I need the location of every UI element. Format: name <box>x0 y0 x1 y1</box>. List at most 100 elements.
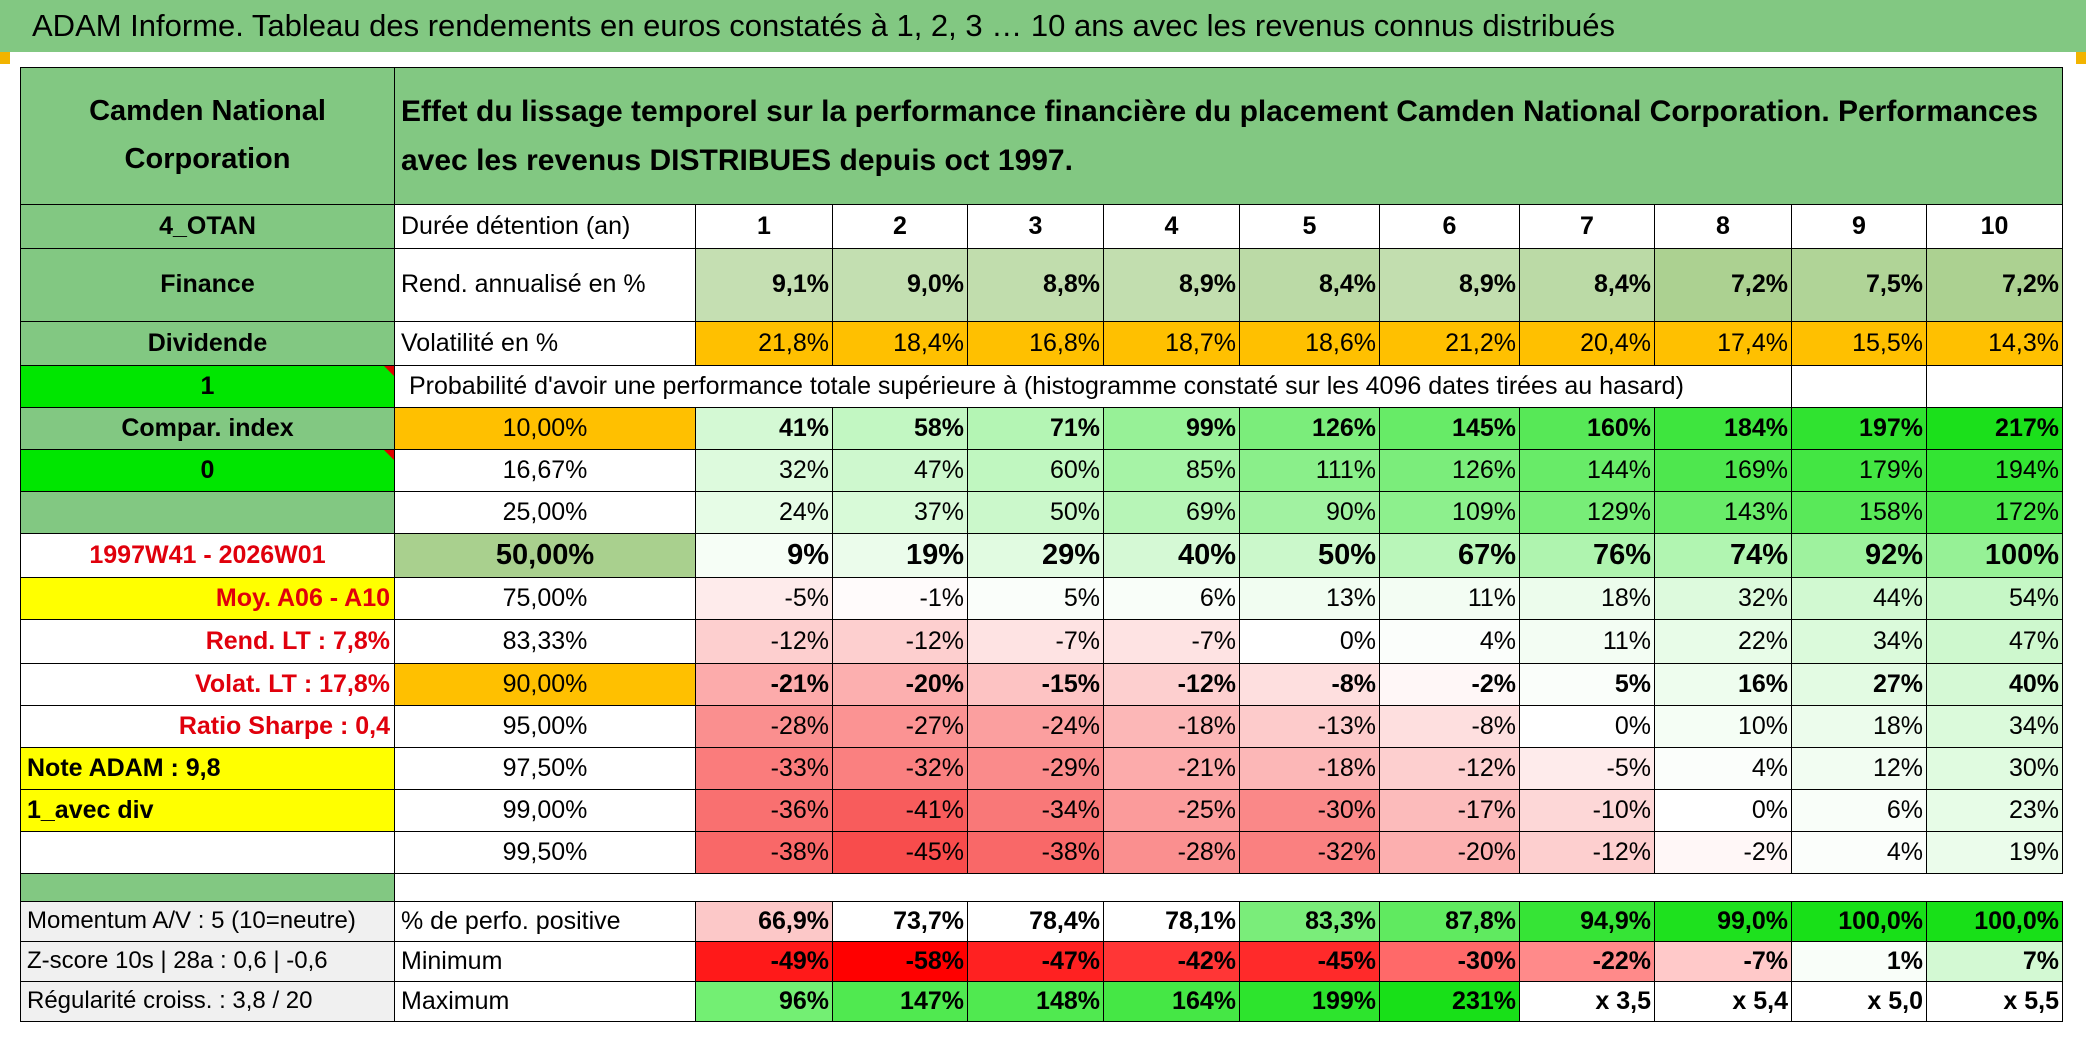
quantile-value: 4% <box>1379 619 1520 664</box>
volatility-value: 18,6% <box>1239 321 1380 366</box>
quantile-value: -18% <box>1103 705 1240 748</box>
quantile-value: 34% <box>1791 619 1927 664</box>
quantile-value: 4% <box>1791 831 1927 874</box>
quantile-value: -2% <box>1654 831 1792 874</box>
quantile-value: -28% <box>1103 831 1240 874</box>
year-header: 5 <box>1239 204 1380 249</box>
quantile-value: 144% <box>1519 449 1655 492</box>
quantile-value: 5% <box>1519 663 1655 706</box>
flag-zero: 0 <box>20 449 395 492</box>
annualized-return-value: 9,1% <box>695 248 833 322</box>
quantile-value: 90% <box>1239 491 1380 534</box>
minimum-value: -7% <box>1654 941 1792 982</box>
quantile-value: 6% <box>1103 577 1240 620</box>
quantile-value: 10% <box>1654 705 1792 748</box>
quantile-value: 41% <box>695 407 833 450</box>
quantile-value: -25% <box>1103 789 1240 832</box>
quantile-value: -12% <box>1379 747 1520 790</box>
quantile-value: 34% <box>1926 705 2063 748</box>
quantile-value: -12% <box>695 619 833 664</box>
quantile-value: 40% <box>1926 663 2063 706</box>
quantile-value: 50% <box>1239 533 1380 578</box>
quantile-value: 23% <box>1926 789 2063 832</box>
volatility-value: 14,3% <box>1926 321 2063 366</box>
quantile-value: -12% <box>1103 663 1240 706</box>
quantile-value: -5% <box>695 577 833 620</box>
quantile-value: -2% <box>1379 663 1520 706</box>
maximum-value: 164% <box>1103 981 1240 1022</box>
year-header: 10 <box>1926 204 2063 249</box>
quantile-value: 143% <box>1654 491 1792 534</box>
quantile-value: -38% <box>967 831 1104 874</box>
quantile-value: 19% <box>832 533 968 578</box>
period-label: 1997W41 - 2026W01 <box>20 533 395 578</box>
quantile-value: 27% <box>1791 663 1927 706</box>
quantile-value: -20% <box>832 663 968 706</box>
quantile-value: 18% <box>1519 577 1655 620</box>
quantile-value: -21% <box>695 663 833 706</box>
annualized-return-value: 7,5% <box>1791 248 1927 322</box>
spacer-green <box>20 873 395 902</box>
quantile-value: -8% <box>1379 705 1520 748</box>
quantile-label: 90,00% <box>394 663 696 706</box>
maximum-value: 147% <box>832 981 968 1022</box>
annualized-return-value: 8,4% <box>1519 248 1655 322</box>
quantile-value: 37% <box>832 491 968 534</box>
minimum-value: -58% <box>832 941 968 982</box>
quantile-value: 100% <box>1926 533 2063 578</box>
quantile-value: 169% <box>1654 449 1792 492</box>
quantile-value: 172% <box>1926 491 2063 534</box>
quantile-value: 30% <box>1926 747 2063 790</box>
annualized-return-value: 7,2% <box>1654 248 1792 322</box>
quantile-value: -8% <box>1239 663 1380 706</box>
corner-marker <box>0 52 10 64</box>
quantile-value: 160% <box>1519 407 1655 450</box>
type-label: Dividende <box>20 321 395 366</box>
year-header: 4 <box>1103 204 1240 249</box>
positive-perf-value: 73,7% <box>832 901 968 942</box>
minimum-value: -49% <box>695 941 833 982</box>
quantile-label: 16,67% <box>394 449 696 492</box>
quantile-value: 158% <box>1791 491 1927 534</box>
positive-perf-value: 87,8% <box>1379 901 1520 942</box>
positive-perf-value: 78,4% <box>967 901 1104 942</box>
quantile-label: 99,50% <box>394 831 696 874</box>
quantile-label: 10,00% <box>394 407 696 450</box>
maximum-value: x 5,4 <box>1654 981 1792 1022</box>
year-header: 6 <box>1379 204 1520 249</box>
quantile-value: 111% <box>1239 449 1380 492</box>
quantile-label: 99,00% <box>394 789 696 832</box>
quantile-value: 0% <box>1654 789 1792 832</box>
quantile-value: 11% <box>1519 619 1655 664</box>
annualized-return-value: 7,2% <box>1926 248 2063 322</box>
blank-cell <box>1791 365 1927 408</box>
quantile-value: 92% <box>1791 533 1927 578</box>
flag-one: 1 <box>20 365 395 408</box>
year-header: 2 <box>832 204 968 249</box>
quantile-label: 83,33% <box>394 619 696 664</box>
quantile-value: 50% <box>967 491 1104 534</box>
quantile-value: 9% <box>695 533 833 578</box>
year-header: 8 <box>1654 204 1792 249</box>
quantile-value: 54% <box>1926 577 2063 620</box>
quantile-value: 19% <box>1926 831 2063 874</box>
annualized-return-label: Rend. annualisé en % <box>394 248 696 322</box>
quantile-value: 0% <box>1239 619 1380 664</box>
quantile-value: 194% <box>1926 449 2063 492</box>
quantile-label: 75,00% <box>394 577 696 620</box>
corner-marker <box>2076 52 2086 64</box>
ticker-code: 4_OTAN <box>20 204 395 249</box>
probability-caption: Probabilité d'avoir une performance tota… <box>394 365 1792 408</box>
quantile-value: 24% <box>695 491 833 534</box>
positive-perf-value: 66,9% <box>695 901 833 942</box>
quantile-value: -36% <box>695 789 833 832</box>
annualized-return-value: 8,8% <box>967 248 1104 322</box>
volatility-value: 21,2% <box>1379 321 1520 366</box>
quantile-value: -28% <box>695 705 833 748</box>
positive-perf-value: 78,1% <box>1103 901 1240 942</box>
quantile-value: -38% <box>695 831 833 874</box>
momentum-label: Momentum A/V : 5 (10=neutre) <box>20 901 395 942</box>
volatility-value: 18,7% <box>1103 321 1240 366</box>
annualized-return-value: 8,4% <box>1239 248 1380 322</box>
quantile-value: 85% <box>1103 449 1240 492</box>
